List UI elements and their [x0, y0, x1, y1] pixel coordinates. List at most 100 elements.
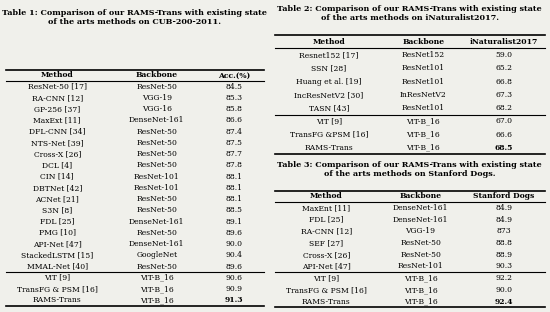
- Text: DFL-CNN [34]: DFL-CNN [34]: [29, 128, 85, 136]
- Text: VGG-16: VGG-16: [142, 105, 172, 113]
- Text: RA-CNN [12]: RA-CNN [12]: [301, 227, 352, 236]
- Text: PMG [10]: PMG [10]: [39, 229, 76, 237]
- Text: DenseNet-161: DenseNet-161: [129, 217, 184, 226]
- Text: 89.6: 89.6: [226, 229, 243, 237]
- Text: ViT-B_16: ViT-B_16: [404, 286, 437, 294]
- Text: ResNet-101: ResNet-101: [398, 262, 443, 271]
- Text: RAMS-Trans: RAMS-Trans: [302, 298, 350, 305]
- Text: ResNet-50: ResNet-50: [136, 262, 177, 271]
- Text: ViT [9]: ViT [9]: [44, 274, 70, 282]
- Text: Stanford Dogs: Stanford Dogs: [474, 193, 535, 200]
- Text: ResNet-50: ResNet-50: [400, 239, 441, 247]
- Text: 84.9: 84.9: [496, 216, 513, 224]
- Text: ResNet-50: ResNet-50: [136, 161, 177, 169]
- Text: ResNet-50: ResNet-50: [136, 83, 177, 91]
- Text: MaxEnt [11]: MaxEnt [11]: [302, 204, 350, 212]
- Text: ResNet152: ResNet152: [402, 51, 445, 59]
- Text: SEF [27]: SEF [27]: [309, 239, 343, 247]
- Text: 84.9: 84.9: [496, 204, 513, 212]
- Text: GoogleNet: GoogleNet: [136, 251, 177, 259]
- Text: Cross-X [26]: Cross-X [26]: [302, 251, 350, 259]
- Text: Backbone: Backbone: [402, 38, 444, 46]
- Text: 86.6: 86.6: [226, 116, 243, 124]
- Text: 90.9: 90.9: [226, 285, 243, 293]
- Text: DenseNet-161: DenseNet-161: [393, 204, 448, 212]
- Text: 90.4: 90.4: [226, 251, 243, 259]
- Text: MMAL-Net [40]: MMAL-Net [40]: [26, 262, 88, 271]
- Text: MaxExt [11]: MaxExt [11]: [34, 116, 81, 124]
- Text: SSN [28]: SSN [28]: [311, 64, 346, 72]
- Text: ResNet-50 [17]: ResNet-50 [17]: [28, 83, 87, 91]
- Text: Method: Method: [312, 38, 345, 46]
- Text: 87.8: 87.8: [226, 161, 243, 169]
- Text: ACNet [21]: ACNet [21]: [35, 195, 79, 203]
- Text: ResNet-101: ResNet-101: [134, 184, 180, 192]
- Text: 90.3: 90.3: [496, 262, 513, 271]
- Text: 87.4: 87.4: [226, 128, 243, 136]
- Text: 84.5: 84.5: [226, 83, 243, 91]
- Text: API-Net [47]: API-Net [47]: [302, 262, 350, 271]
- Text: ResNet-50: ResNet-50: [136, 150, 177, 158]
- Text: Table 2: Comparison of our RAMS-Trans with existing state
of the arts methods on: Table 2: Comparison of our RAMS-Trans wi…: [277, 5, 542, 22]
- Text: ResNet-50: ResNet-50: [136, 139, 177, 147]
- Text: VGG-19: VGG-19: [142, 94, 172, 102]
- Text: TransFG & PSM [16]: TransFG & PSM [16]: [16, 285, 98, 293]
- Text: ViT [9]: ViT [9]: [316, 117, 342, 125]
- Text: RAMS-Trans: RAMS-Trans: [33, 296, 81, 304]
- Text: 66.6: 66.6: [496, 131, 513, 139]
- Text: Acc.(%): Acc.(%): [218, 71, 250, 80]
- Text: 90.6: 90.6: [226, 274, 243, 282]
- Text: DenseNet-161: DenseNet-161: [129, 116, 184, 124]
- Text: RA-CNN [12]: RA-CNN [12]: [31, 94, 83, 102]
- Text: Huang et al. [19]: Huang et al. [19]: [296, 78, 362, 85]
- Text: TransFG & PSM [16]: TransFG & PSM [16]: [286, 286, 367, 294]
- Text: InResNetV2: InResNetV2: [400, 91, 447, 99]
- Text: 91.3: 91.3: [225, 296, 244, 304]
- Text: ResNet101: ResNet101: [402, 104, 445, 112]
- Text: ResNet-50: ResNet-50: [136, 128, 177, 136]
- Text: DenseNet-161: DenseNet-161: [129, 240, 184, 248]
- Text: Cross-X [26]: Cross-X [26]: [34, 150, 81, 158]
- Text: ViT-B_16: ViT-B_16: [406, 131, 440, 139]
- Text: GP-256 [37]: GP-256 [37]: [34, 105, 80, 113]
- Text: 88.8: 88.8: [496, 239, 513, 247]
- Text: S3N [8]: S3N [8]: [42, 206, 73, 214]
- Text: 92.4: 92.4: [495, 298, 513, 305]
- Text: ViT-B_16: ViT-B_16: [406, 117, 440, 125]
- Text: VGG-19: VGG-19: [405, 227, 436, 236]
- Text: TASN [43]: TASN [43]: [309, 104, 349, 112]
- Text: 87.5: 87.5: [226, 139, 243, 147]
- Text: 59.0: 59.0: [496, 51, 513, 59]
- Text: RAMS-Trans: RAMS-Trans: [305, 144, 353, 152]
- Text: ViT-B_16: ViT-B_16: [404, 274, 437, 282]
- Text: ResNet-50: ResNet-50: [400, 251, 441, 259]
- Text: 88.9: 88.9: [496, 251, 513, 259]
- Text: FDL [25]: FDL [25]: [309, 216, 343, 224]
- Text: CIN [14]: CIN [14]: [40, 173, 74, 181]
- Text: 85.3: 85.3: [226, 94, 243, 102]
- Text: ViT-B_16: ViT-B_16: [140, 296, 174, 304]
- Text: 873: 873: [497, 227, 512, 236]
- Text: ResNet-50: ResNet-50: [136, 206, 177, 214]
- Text: DCL [4]: DCL [4]: [42, 161, 72, 169]
- Text: 67.0: 67.0: [496, 117, 513, 125]
- Text: FDL [25]: FDL [25]: [40, 217, 74, 226]
- Text: ViT-B_16: ViT-B_16: [140, 274, 174, 282]
- Text: Backbone: Backbone: [399, 193, 442, 200]
- Text: ResNet-50: ResNet-50: [136, 195, 177, 203]
- Text: Table 3: Comparison of our RAMS-Trans with existing state
of the arts methods on: Table 3: Comparison of our RAMS-Trans wi…: [277, 161, 542, 178]
- Text: ResNet-50: ResNet-50: [136, 229, 177, 237]
- Text: 88.1: 88.1: [226, 173, 243, 181]
- Text: 89.6: 89.6: [226, 262, 243, 271]
- Text: API-Net [47]: API-Net [47]: [33, 240, 81, 248]
- Text: ViT-B_16: ViT-B_16: [404, 298, 437, 305]
- Text: DBTNet [42]: DBTNet [42]: [32, 184, 82, 192]
- Text: TransFG &PSM [16]: TransFG &PSM [16]: [290, 131, 368, 139]
- Text: ViT [9]: ViT [9]: [313, 274, 339, 282]
- Text: ViT-B_16: ViT-B_16: [406, 144, 440, 152]
- Text: ResNet101: ResNet101: [402, 78, 445, 85]
- Text: 88.1: 88.1: [226, 195, 243, 203]
- Text: NTS-Net [39]: NTS-Net [39]: [31, 139, 84, 147]
- Text: 90.0: 90.0: [226, 240, 243, 248]
- Text: Resnet152 [17]: Resnet152 [17]: [299, 51, 359, 59]
